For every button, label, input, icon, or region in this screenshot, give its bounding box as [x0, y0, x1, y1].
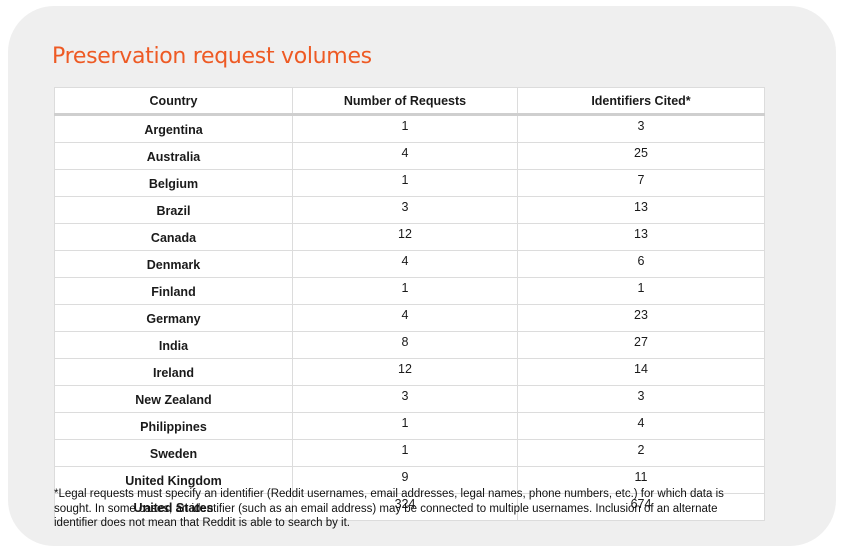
- country-cell: Brazil: [54, 196, 293, 224]
- country-cell: Denmark: [54, 250, 293, 278]
- table-row: Denmark 4 6: [54, 250, 765, 278]
- requests-cell: 4: [292, 304, 518, 332]
- identifiers-cell: 7: [517, 169, 765, 197]
- country-cell: Germany: [54, 304, 293, 332]
- identifiers-cell: 25: [517, 142, 765, 170]
- country-cell: Philippines: [54, 412, 293, 440]
- table-row: New Zealand 3 3: [54, 385, 765, 413]
- country-cell: Australia: [54, 142, 293, 170]
- identifiers-cell: 3: [517, 114, 765, 143]
- table-row: Germany 4 23: [54, 304, 765, 332]
- requests-cell: 1: [292, 439, 518, 467]
- country-cell: Argentina: [54, 114, 293, 143]
- country-cell: Finland: [54, 277, 293, 305]
- page-title: Preservation request volumes: [52, 44, 372, 69]
- table-row: Finland 1 1: [54, 277, 765, 305]
- table-row: India 8 27: [54, 331, 765, 359]
- identifiers-cell: 13: [517, 223, 765, 251]
- table-row: Canada 12 13: [54, 223, 765, 251]
- country-cell: New Zealand: [54, 385, 293, 413]
- identifiers-cell: 1: [517, 277, 765, 305]
- table-row: Ireland 12 14: [54, 358, 765, 386]
- requests-cell: 12: [292, 223, 518, 251]
- table-row: Australia 4 25: [54, 142, 765, 170]
- table-row: Belgium 1 7: [54, 169, 765, 197]
- header-requests: Number of Requests: [292, 87, 518, 116]
- requests-cell: 1: [292, 169, 518, 197]
- identifiers-cell: 23: [517, 304, 765, 332]
- identifiers-cell: 11: [517, 466, 765, 494]
- table-header-row: Country Number of Requests Identifiers C…: [54, 87, 765, 116]
- country-cell: United States: [54, 493, 293, 521]
- identifiers-cell: 14: [517, 358, 765, 386]
- requests-cell: 1: [292, 412, 518, 440]
- identifiers-cell: 4: [517, 412, 765, 440]
- identifiers-cell: 6: [517, 250, 765, 278]
- identifiers-cell: 674: [517, 493, 765, 521]
- country-cell: Sweden: [54, 439, 293, 467]
- table-row: Sweden 1 2: [54, 439, 765, 467]
- table-row: Philippines 1 4: [54, 412, 765, 440]
- requests-cell: 4: [292, 250, 518, 278]
- table-row: Argentina 1 3: [54, 114, 765, 143]
- identifiers-cell: 3: [517, 385, 765, 413]
- requests-cell: 1: [292, 277, 518, 305]
- requests-cell: 12: [292, 358, 518, 386]
- country-cell: United Kingdom: [54, 466, 293, 494]
- footnote: *Legal requests must specify an identifi…: [54, 488, 724, 529]
- header-identifiers: Identifiers Cited*: [517, 87, 765, 116]
- requests-cell: 1: [292, 114, 518, 143]
- identifiers-cell: 27: [517, 331, 765, 359]
- country-cell: Canada: [54, 223, 293, 251]
- table-row: Brazil 3 13: [54, 196, 765, 224]
- country-cell: Ireland: [54, 358, 293, 386]
- requests-cell: 8: [292, 331, 518, 359]
- identifiers-cell: 13: [517, 196, 765, 224]
- requests-cell: 4: [292, 142, 518, 170]
- requests-cell: 3: [292, 385, 518, 413]
- country-cell: India: [54, 331, 293, 359]
- table-row: United Kingdom 9 11: [54, 466, 765, 494]
- requests-cell: 3: [292, 196, 518, 224]
- country-cell: Belgium: [54, 169, 293, 197]
- table-row: United States 324 674: [54, 493, 765, 521]
- preservation-table: Country Number of Requests Identifiers C…: [54, 87, 765, 521]
- header-country: Country: [54, 87, 293, 116]
- identifiers-cell: 2: [517, 439, 765, 467]
- requests-cell: 324: [292, 493, 518, 521]
